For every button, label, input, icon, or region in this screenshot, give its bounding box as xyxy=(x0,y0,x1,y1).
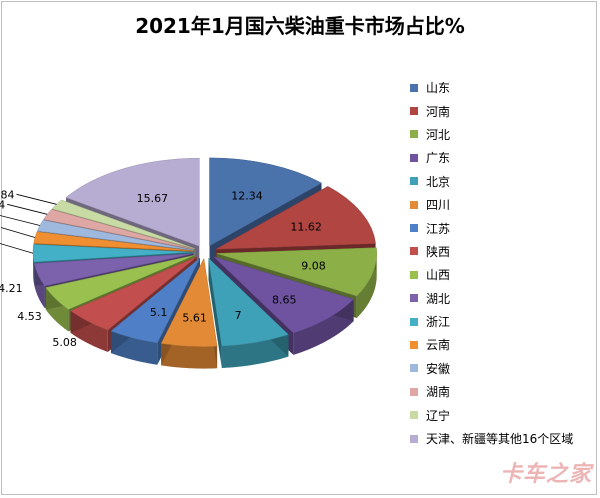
pie-slice-side xyxy=(161,343,218,369)
data-label: 7 xyxy=(235,309,242,322)
pie-slice-top xyxy=(208,257,289,347)
legend-swatch xyxy=(410,270,418,279)
legend-item: 山西 xyxy=(410,263,595,286)
legend-swatch xyxy=(410,247,418,256)
pie-slice-top xyxy=(34,253,194,287)
data-label: 1.94 xyxy=(0,198,5,211)
data-label: 5.1 xyxy=(150,306,168,319)
legend-item: 湖南 xyxy=(410,380,595,403)
legend-label: 河北 xyxy=(426,127,451,142)
legend-label: 广东 xyxy=(426,151,451,166)
legend-label: 云南 xyxy=(426,338,451,353)
legend-label: 湖南 xyxy=(426,385,451,400)
legend-label: 北京 xyxy=(426,174,451,189)
chart-legend: 山东河南河北广东北京四川江苏陕西山西湖北浙江云南安徽湖南辽宁天津、新疆等其他16… xyxy=(410,76,595,450)
data-label: 4.21 xyxy=(0,282,23,295)
watermark-logo: 卡车之家 xyxy=(499,462,592,487)
legend-swatch xyxy=(410,83,418,92)
pie-slice xyxy=(160,257,218,369)
legend-item: 辽宁 xyxy=(410,403,595,426)
pie-slice-top xyxy=(216,247,377,297)
legend-swatch xyxy=(410,200,418,209)
pie-slice-top xyxy=(32,244,194,263)
pie-slice-top xyxy=(36,219,194,251)
data-label: 5.61 xyxy=(182,311,207,324)
legend-swatch xyxy=(410,364,418,373)
legend-swatch xyxy=(410,177,418,186)
legend-label: 河南 xyxy=(426,104,451,119)
legend-label: 湖北 xyxy=(426,291,451,306)
legend-item: 陕西 xyxy=(410,240,595,263)
legend-item: 江苏 xyxy=(410,216,595,239)
legend-swatch xyxy=(410,224,418,233)
legend-label: 安徽 xyxy=(426,361,451,376)
pie-slice-side xyxy=(356,253,377,319)
pie-slice-top xyxy=(110,257,201,344)
pie-slices xyxy=(32,157,377,369)
legend-swatch xyxy=(410,153,418,162)
legend-item: 天津、新疆等其他16个区域 xyxy=(410,427,595,450)
data-label: 5.08 xyxy=(52,336,77,349)
pie-slice-top xyxy=(45,255,195,310)
legend-swatch xyxy=(410,387,418,396)
leader-line xyxy=(0,227,36,238)
legend-item: 河北 xyxy=(410,123,595,146)
pie-slice-top xyxy=(215,186,376,250)
legend-label: 江苏 xyxy=(426,221,451,236)
legend-swatch xyxy=(410,411,418,420)
legend-item: 四川 xyxy=(410,193,595,216)
pie-slice-side xyxy=(33,252,35,284)
data-label: 9.08 xyxy=(301,259,326,272)
legend-swatch xyxy=(410,130,418,139)
pie-slice-top xyxy=(209,157,323,247)
pie-slice-top xyxy=(65,157,200,247)
pie-slice-side xyxy=(221,334,289,368)
legend-swatch xyxy=(410,340,418,349)
legend-item: 河南 xyxy=(410,99,595,122)
leader-line xyxy=(16,193,57,205)
data-labels: 12.3411.629.088.6575.615.15.084.534.213.… xyxy=(0,188,326,349)
pie-slice-top xyxy=(33,231,194,252)
leader-line xyxy=(0,215,40,226)
legend-item: 湖北 xyxy=(410,287,595,310)
legend-item: 广东 xyxy=(410,146,595,169)
pie-slice-top xyxy=(213,256,355,334)
legend-item: 安徽 xyxy=(410,357,595,380)
legend-label: 山东 xyxy=(426,81,451,96)
pie-slice-top xyxy=(70,256,197,331)
legend-swatch xyxy=(410,317,418,326)
legend-item: 北京 xyxy=(410,170,595,193)
legend-label: 陕西 xyxy=(426,244,451,259)
legend-swatch xyxy=(410,294,418,303)
legend-item: 云南 xyxy=(410,333,595,356)
pie-slice xyxy=(208,257,289,368)
leader-line xyxy=(7,203,48,215)
leader-line xyxy=(0,243,34,254)
pie-slice-top xyxy=(43,209,195,250)
legend-item: 浙江 xyxy=(410,310,595,333)
legend-label: 山西 xyxy=(426,268,451,283)
legend-item: 山东 xyxy=(410,76,595,99)
pie-slice-wall xyxy=(208,258,222,368)
data-label: 11.62 xyxy=(290,221,322,234)
pie-slice-top xyxy=(160,257,218,347)
data-label: 8.65 xyxy=(272,293,297,306)
data-label: 4.53 xyxy=(17,310,42,323)
chart-title: 2021年1月国六柴油重卡市场占比% xyxy=(135,14,465,38)
legend-label: 天津、新疆等其他16个区域 xyxy=(426,432,574,447)
legend-label: 辽宁 xyxy=(426,408,451,423)
data-label: 12.34 xyxy=(231,189,263,202)
legend-swatch xyxy=(410,434,418,443)
legend-swatch xyxy=(410,107,418,116)
data-label: 1.84 xyxy=(0,188,15,201)
data-label: 15.67 xyxy=(137,192,169,205)
legend-label: 四川 xyxy=(426,198,451,213)
legend-label: 浙江 xyxy=(426,315,451,330)
